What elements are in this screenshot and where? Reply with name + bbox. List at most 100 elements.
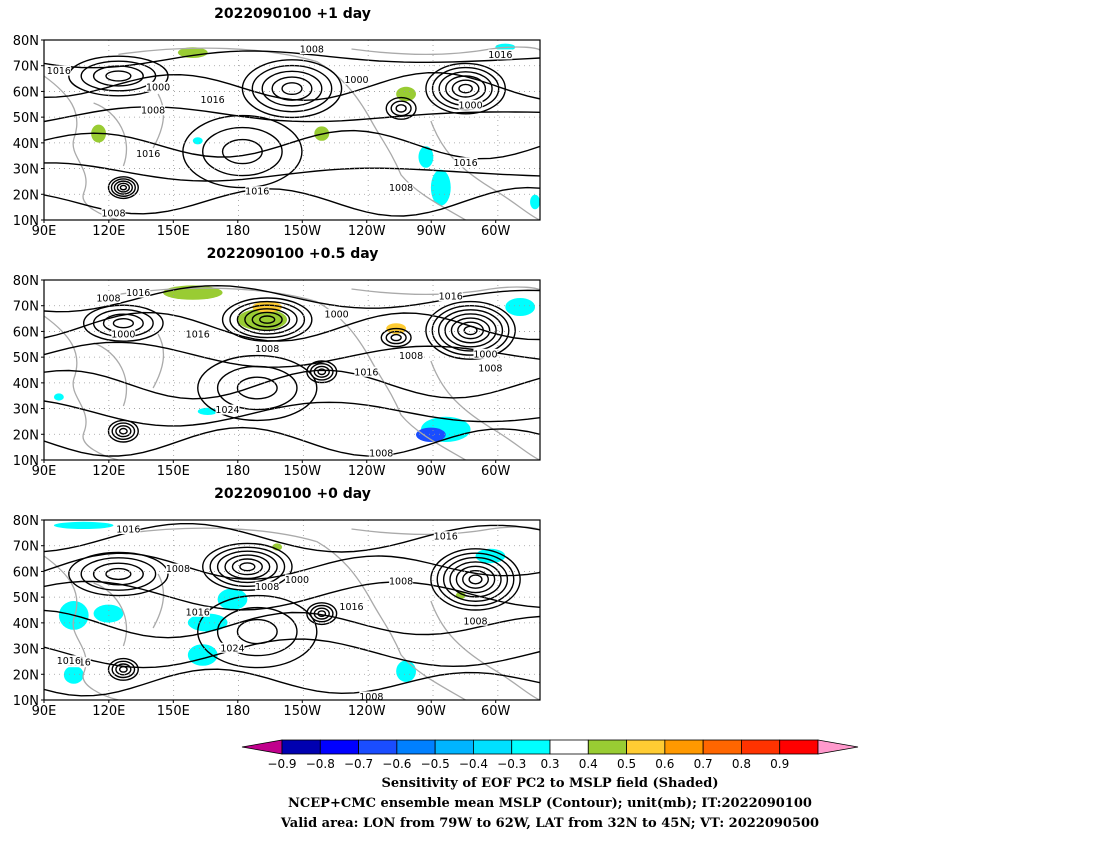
shaded-region — [237, 308, 288, 331]
colorbar-tick-label: 0.8 — [732, 757, 751, 771]
plot-area — [44, 40, 540, 220]
isobar-closed — [118, 665, 128, 673]
contour-label: 1016 — [186, 607, 210, 618]
isobar-closed — [431, 305, 510, 356]
isobar-closed — [309, 363, 334, 381]
isobar-closed — [251, 64, 333, 113]
colorbar-box — [511, 739, 551, 755]
isobar — [44, 668, 540, 697]
shaded-region — [396, 660, 416, 682]
lon-tick-label: 60W — [481, 224, 511, 239]
isobar-closed — [462, 569, 489, 589]
isobar-closed — [385, 330, 407, 345]
contour-label: 1008 — [141, 106, 165, 117]
caption-line-2: NCEP+CMC ensemble mean MSLP (Contour); u… — [288, 796, 812, 811]
colorbar-box — [664, 739, 704, 755]
coastline — [430, 120, 540, 220]
isobar-closed — [317, 610, 327, 618]
contour-label: 1008 — [389, 183, 413, 194]
isobar-closed — [313, 607, 330, 620]
colorbar-tick-label: −0.4 — [459, 757, 488, 771]
contour-label: 1016 — [201, 95, 225, 106]
isobar — [44, 129, 540, 160]
colorbar-tick-label: 0.6 — [655, 757, 674, 771]
lon-tick-label: 150E — [157, 704, 190, 719]
isobar-closed — [390, 100, 412, 117]
panel-title-2: 2022090100 +0.5 day — [206, 246, 379, 262]
colorbar-tick-label: 0.3 — [540, 757, 559, 771]
lat-tick-label: 20N — [13, 428, 39, 443]
isobar-closed — [259, 315, 276, 324]
plot-frame — [43, 279, 541, 461]
lon-tick-label: 90E — [32, 464, 57, 479]
colorbar-box — [779, 739, 819, 755]
colorbar-box — [626, 739, 666, 755]
isobar-closed — [224, 554, 271, 580]
colorbar-tick-label: −0.5 — [421, 757, 450, 771]
lat-tick-label: 30N — [13, 643, 39, 658]
isobar-closed — [80, 557, 157, 591]
map-panel-2: 1008 1016 1000 1016 1008 1000 1016 1008 1000 1008… — [13, 274, 541, 479]
contour-label: 1016 — [47, 66, 71, 77]
isobar-closed — [197, 354, 318, 422]
contour-label: 1008 — [300, 45, 324, 56]
colorbar-arrow-left — [241, 739, 283, 755]
coastline — [351, 46, 540, 56]
lon-tick-label: 120E — [92, 704, 125, 719]
coastline — [430, 600, 540, 700]
contour-label: 1000 — [458, 100, 482, 111]
contour-label: 1000 — [285, 575, 309, 586]
contour-label: 1016 — [354, 367, 378, 378]
contour-label: 1000 — [111, 330, 135, 341]
lat-tick-label: 70N — [13, 540, 39, 555]
coastline — [93, 342, 128, 407]
isobar-closed — [317, 368, 327, 376]
isobar-closed — [313, 365, 330, 378]
isobar-closed — [105, 567, 132, 581]
isobar-closed — [436, 552, 515, 607]
map-panel-3: 1016 1008 1008 1000 1016 1016 1016 1008 1016 1024… — [13, 514, 541, 719]
contour-label: 1008 — [255, 582, 279, 593]
isobar-closed — [105, 70, 132, 82]
contour-label: 1024 — [215, 405, 239, 416]
lat-tick-label: 40N — [13, 377, 39, 392]
isobar-closed — [236, 618, 278, 645]
isobar-closed — [68, 55, 169, 97]
contour-label: 1008 — [255, 344, 279, 355]
coastline — [93, 582, 128, 647]
isobar-closed — [209, 546, 286, 587]
colorbar-tick-label: 0.7 — [694, 757, 713, 771]
lat-tick-label: 10N — [13, 454, 39, 469]
caption-line-1: Sensitivity of EOF PC2 to MSLP field (Sh… — [381, 776, 719, 791]
contour-label: 1000 — [344, 75, 368, 86]
shaded-region — [530, 194, 540, 210]
lat-tick-label: 60N — [13, 325, 39, 340]
isobar-closed — [385, 96, 417, 120]
isobar — [44, 609, 540, 639]
colorbar-box — [473, 739, 513, 755]
isobar-closed — [271, 76, 313, 101]
coastline — [430, 360, 540, 460]
lon-tick-label: 120E — [92, 464, 125, 479]
shaded-region — [430, 169, 451, 206]
lat-tick-label: 10N — [13, 694, 39, 709]
isobar-closed — [229, 300, 306, 339]
coastline — [351, 286, 540, 296]
isobar-closed — [221, 138, 263, 165]
shaded-region — [418, 146, 434, 168]
contour-label: 1024 — [220, 643, 244, 654]
isobar — [44, 341, 540, 368]
contour-label: 1008 — [389, 577, 413, 588]
contour-label: 1000 — [146, 82, 170, 93]
coastline — [118, 47, 317, 63]
contour-label: 1008 — [369, 448, 393, 459]
colorbar-arrow-right — [817, 739, 859, 755]
colorbar-tick-label: −0.8 — [306, 757, 335, 771]
isobar-closed — [449, 561, 502, 598]
isobar-closed — [116, 182, 131, 193]
contour-label: 1008 — [96, 294, 120, 305]
map-panel-1: 1008 1016 1000 1016 1008 1000 1016 1016 1000 1016… — [13, 34, 541, 239]
isobar-closed — [380, 327, 412, 348]
isobar-closed — [239, 562, 256, 572]
isobar-closed — [221, 297, 313, 342]
